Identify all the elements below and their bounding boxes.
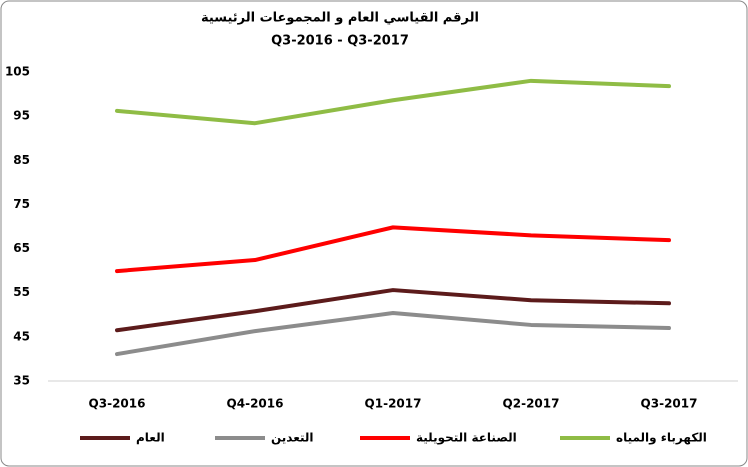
y-tick-label: 95 xyxy=(13,109,30,123)
x-tick-label: Q4-2016 xyxy=(227,397,284,411)
series-line xyxy=(115,288,671,333)
x-tick-label: Q2-2017 xyxy=(503,397,560,411)
chart-title: الرقم القياسي العام و المجموعات الرئيسية xyxy=(201,11,479,26)
y-tick-label: 45 xyxy=(13,329,30,343)
legend-label: الصناعة التحويلية xyxy=(416,431,517,446)
x-tick-label: Q1-2017 xyxy=(365,397,422,411)
series-line xyxy=(115,311,671,357)
y-tick-label: 85 xyxy=(13,153,30,167)
series-line xyxy=(115,225,671,274)
legend-label: الكهرباء والمياه xyxy=(616,431,707,446)
legend-label: العام xyxy=(136,431,165,446)
legend-label: التعدين xyxy=(271,431,314,445)
x-tick-label: Q3-2016 xyxy=(89,397,146,411)
series-line xyxy=(115,78,671,126)
y-tick-label: 65 xyxy=(13,241,30,255)
y-tick-label: 55 xyxy=(13,285,30,299)
chart-subtitle: Q3-2016 - Q3-2017 xyxy=(271,34,409,49)
y-tick-label: 75 xyxy=(13,197,30,211)
y-tick-label: 35 xyxy=(13,374,30,388)
y-tick-label: 105 xyxy=(5,65,30,79)
x-tick-label: Q3-2017 xyxy=(641,397,698,411)
